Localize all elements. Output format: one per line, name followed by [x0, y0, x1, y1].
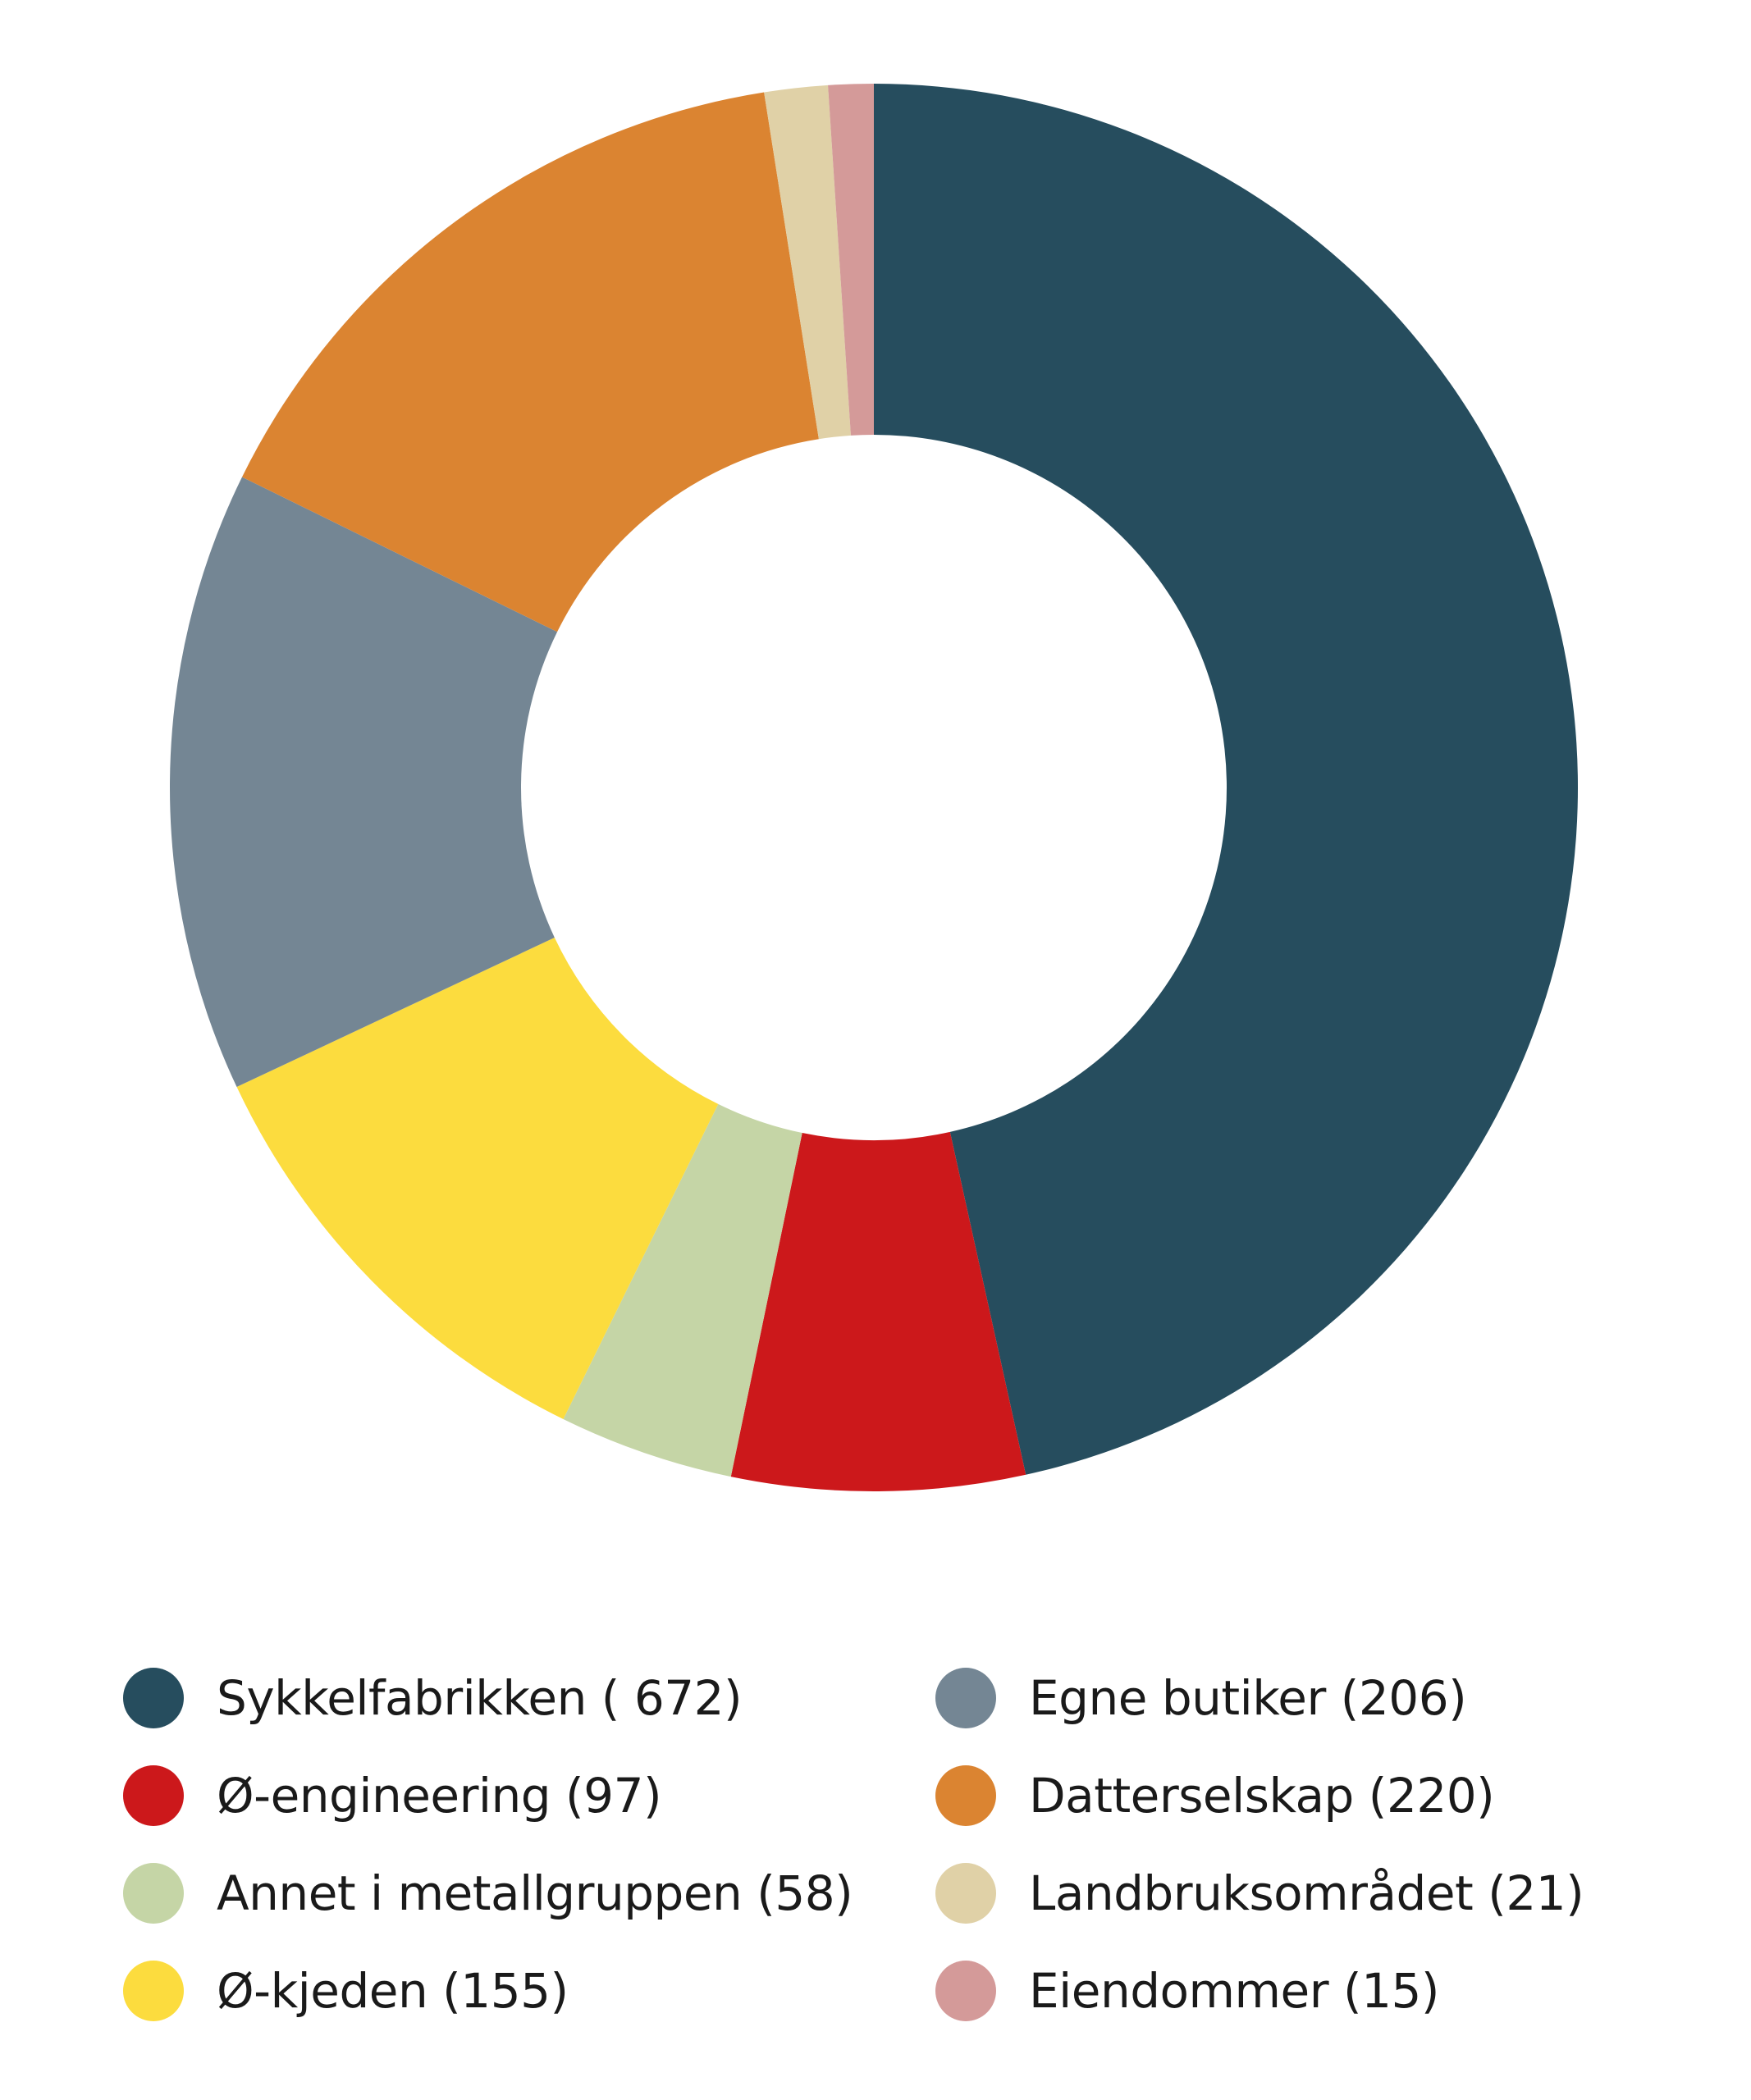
legend-swatch — [123, 1667, 184, 1728]
legend-swatch — [123, 1862, 184, 1924]
legend-label: Eiendommer (15) — [1029, 1962, 1440, 2019]
legend-label: Ø-engineering (97) — [217, 1767, 662, 1824]
slice-ø-kjeden — [236, 937, 719, 1419]
slice-egne-butiker — [169, 477, 558, 1088]
chart-legend: Sykkelfabrikken ( 672) Egne butiker (206)… — [123, 1649, 1682, 2039]
slice-ø-engineering — [730, 1131, 1026, 1491]
legend-swatch — [123, 1764, 184, 1826]
legend-item: Egne butiker (206) — [935, 1649, 1682, 1746]
legend-label: Ø-kjeden (155) — [217, 1962, 569, 2019]
slice-annet-i-metallgruppen — [563, 1103, 802, 1477]
legend-swatch — [935, 1667, 996, 1728]
legend-swatch — [935, 1764, 996, 1826]
legend-item: Datterselskap (220) — [935, 1746, 1682, 1844]
donut-chart — [169, 84, 1579, 1491]
legend-item: Ø-kjeden (155) — [123, 1942, 935, 2039]
legend-swatch — [935, 1862, 996, 1924]
legend-swatch — [123, 1960, 184, 2021]
legend-label: Datterselskap (220) — [1029, 1767, 1495, 1824]
legend-item: Landbruksområdet (21) — [935, 1844, 1682, 1942]
legend-swatch — [935, 1960, 996, 2021]
legend-item: Eiendommer (15) — [935, 1942, 1682, 2039]
legend-item: Sykkelfabrikken ( 672) — [123, 1649, 935, 1746]
legend-label: Egne butiker (206) — [1029, 1669, 1467, 1726]
legend-label: Annet i metallgruppen (58) — [217, 1865, 853, 1921]
donut-slices — [169, 84, 1579, 1491]
slice-landbruksområdet — [764, 84, 851, 440]
legend-label: Sykkelfabrikken ( 672) — [217, 1669, 743, 1726]
legend-label: Landbruksområdet (21) — [1029, 1865, 1584, 1921]
legend-item: Annet i metallgruppen (58) — [123, 1844, 935, 1942]
slice-datterselskap — [242, 92, 819, 632]
slice-eiendommer — [828, 84, 874, 436]
legend-item: Ø-engineering (97) — [123, 1746, 935, 1844]
slice-sykkelfabrikken — [874, 84, 1579, 1475]
